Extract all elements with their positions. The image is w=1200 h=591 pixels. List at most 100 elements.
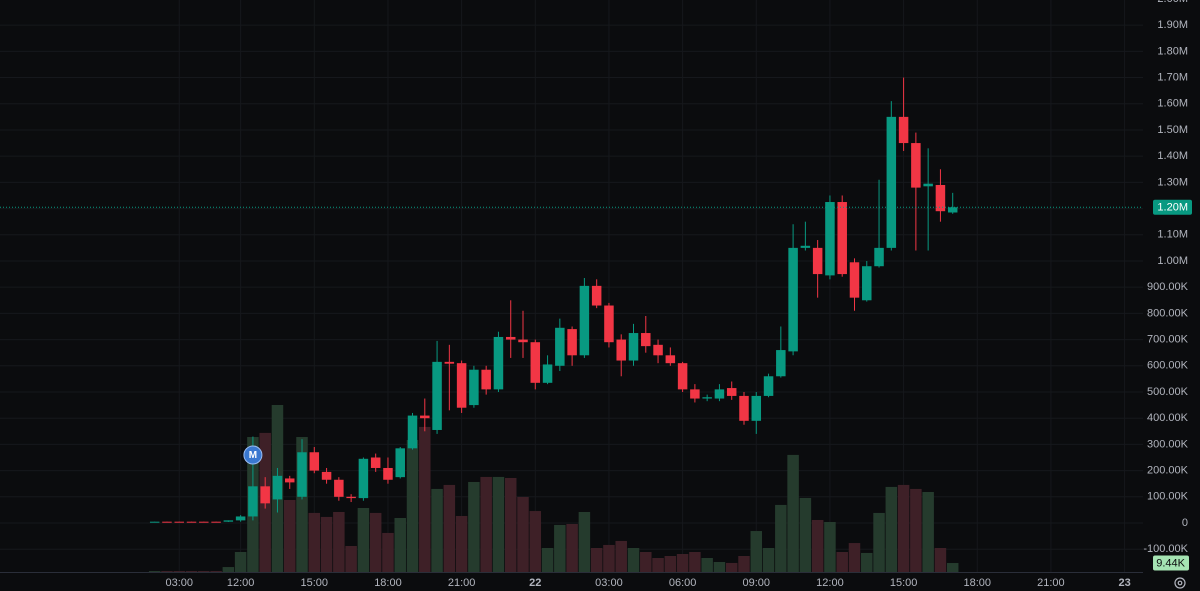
volume-bar: [603, 544, 615, 572]
y-tick-label: 1.80M: [1157, 45, 1188, 57]
x-tick-label: 12:00: [227, 577, 255, 589]
candle-body: [162, 521, 172, 523]
candle-body: [677, 363, 688, 390]
volume-bar: [922, 491, 934, 572]
candle-body: [518, 339, 528, 343]
y-tick-label: 200.00K: [1147, 465, 1189, 477]
volume-bar: [824, 521, 836, 572]
volume-bar: [910, 488, 922, 572]
candle-body: [653, 344, 663, 356]
candle-body: [235, 516, 246, 521]
y-tick-label: 500.00K: [1147, 386, 1189, 398]
candle-body: [665, 355, 676, 364]
candle-body: [898, 116, 909, 144]
candle-body: [726, 388, 737, 396]
volume-bar: [689, 551, 701, 572]
candle-body: [358, 458, 369, 499]
last-volume-box: [1153, 555, 1189, 571]
candle-body: [812, 247, 823, 275]
candle-body: [370, 457, 381, 468]
axis-labels: -100.00K 0 100.00K 200.00K 300.00K 400.00K 500…: [165, 0, 1192, 589]
volume-bar: [161, 571, 173, 572]
candle-body: [199, 521, 209, 523]
candle-body: [862, 266, 872, 301]
candle-pane: [0, 77, 1143, 523]
candle-body: [149, 521, 160, 523]
candle-body: [947, 207, 958, 213]
volume-bar: [885, 486, 898, 572]
volume-bar: [148, 571, 161, 572]
volume-bar: [946, 563, 959, 572]
candle-body: [407, 415, 418, 449]
x-tick-label: 06:00: [669, 577, 697, 589]
x-tick-label: 15:00: [890, 577, 918, 589]
volume-bar: [811, 519, 824, 572]
volume-bar: [333, 511, 345, 572]
volume-bar: [504, 477, 517, 572]
volume-bar: [406, 439, 419, 572]
volume-bar: [676, 553, 689, 572]
volume-bar: [566, 523, 578, 572]
volume-bar: [578, 511, 591, 572]
volume-bar: [357, 507, 370, 572]
candle-body: [788, 247, 798, 352]
candle-body: [211, 521, 221, 523]
x-tick-label: 03:00: [595, 577, 623, 589]
volume-bar: [652, 557, 664, 572]
settings-icon[interactable]: [1174, 577, 1186, 589]
candle-body: [223, 520, 234, 522]
volume-bar: [468, 481, 480, 572]
volume-bar: [345, 545, 357, 572]
candle-body: [456, 363, 467, 408]
volume-bar: [541, 547, 554, 572]
y-tick-label: 2.00M: [1157, 0, 1188, 5]
candle-body: [395, 448, 405, 478]
volume-bar: [394, 517, 406, 572]
volume-bar: [664, 555, 677, 572]
y-tick-label: 800.00K: [1147, 307, 1189, 319]
candle-body: [837, 202, 847, 275]
candle-body: [591, 285, 602, 306]
y-tick-label: 900.00K: [1147, 281, 1189, 293]
volume-bar: [431, 488, 443, 572]
y-tick-label: 1.60M: [1157, 98, 1188, 110]
candle-body: [825, 202, 835, 276]
y-tick-label: 300.00K: [1147, 438, 1189, 450]
volume-bar: [799, 497, 812, 572]
candle-body: [849, 262, 860, 298]
candle-body: [248, 486, 258, 517]
volume-bar: [640, 551, 652, 572]
x-tick-label: 21:00: [448, 577, 476, 589]
volume-bar: [320, 516, 333, 572]
x-tick-label: 15:00: [301, 577, 329, 589]
x-tick-label: 12:00: [816, 577, 844, 589]
candle-body: [469, 369, 479, 406]
volume-bar: [529, 511, 542, 572]
volume-bar: [848, 543, 861, 572]
last-price-box: [1153, 199, 1192, 215]
volume-bar: [554, 524, 566, 572]
candle-body: [321, 471, 332, 480]
candle-body: [911, 143, 921, 188]
gear-outer: [1174, 577, 1186, 589]
volume-bar: [590, 547, 603, 572]
y-tick-label: 1.90M: [1157, 19, 1188, 31]
volume-bar: [701, 557, 713, 572]
x-tick-label: 23: [1118, 577, 1130, 589]
y-tick-label: 1.00M: [1157, 255, 1188, 267]
volume-bar: [369, 512, 382, 572]
y-tick-label: 400.00K: [1147, 412, 1189, 424]
volume-bar: [517, 496, 529, 572]
y-tick-label: 1.50M: [1157, 124, 1188, 136]
volume-bar: [873, 512, 885, 572]
y-tick-label: 1.40M: [1157, 150, 1188, 162]
candle-body: [604, 305, 614, 343]
x-tick-label: 18:00: [963, 577, 991, 589]
y-tick-label: -100.00K: [1143, 543, 1188, 555]
last-volume-label: 9.44K: [1156, 557, 1185, 569]
candle-body: [886, 116, 897, 248]
candle-body: [297, 452, 307, 497]
volume-bar: [222, 567, 235, 572]
candle-body: [702, 397, 712, 399]
volume-bar: [934, 547, 947, 572]
